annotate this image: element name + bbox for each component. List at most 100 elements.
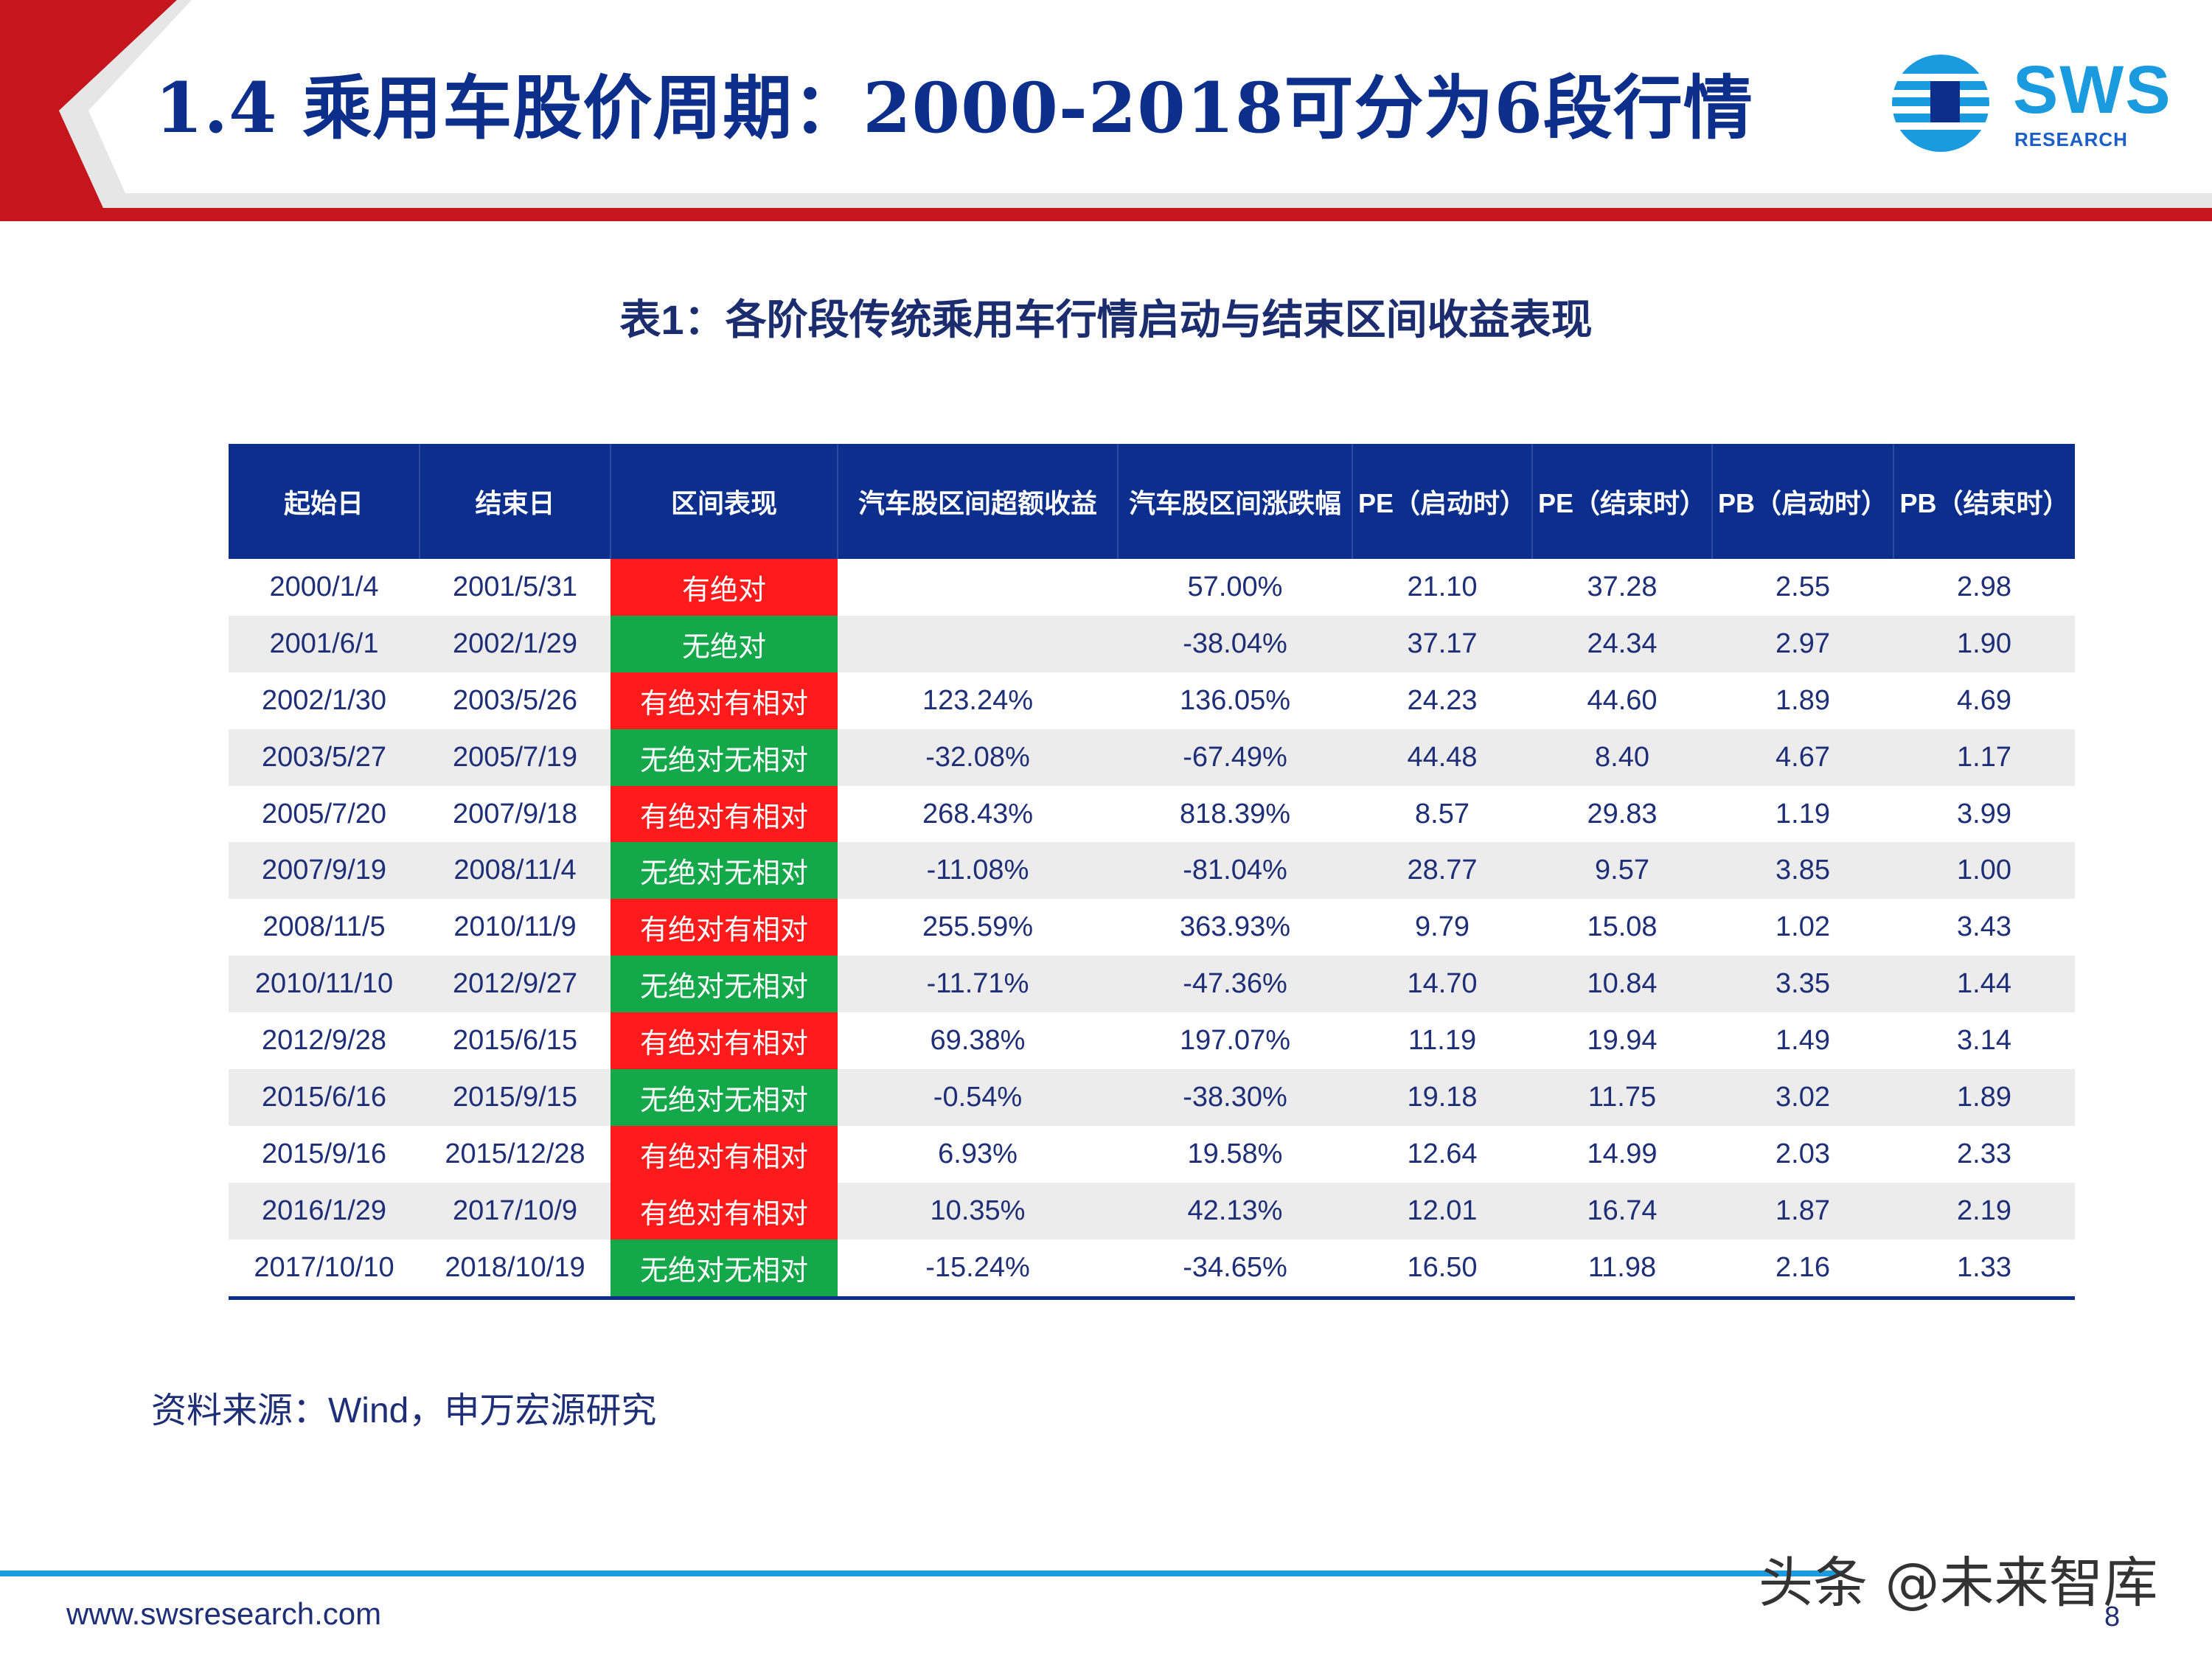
performance-status-badge: 有绝对有相对 bbox=[611, 1012, 838, 1070]
start-date-cell: 2017/10/10 bbox=[229, 1239, 420, 1300]
pb-start-cell: 1.89 bbox=[1775, 684, 1830, 716]
pb-start-cell: 2.55 bbox=[1775, 571, 1830, 602]
table-row: 2015/9/16 2015/12/28 有绝对有相对 6.93% 19.58% 12.6… bbox=[229, 1125, 2075, 1183]
pe-end-cell: 11.98 bbox=[1532, 1239, 1712, 1300]
excess-return-cell: 255.59% bbox=[922, 911, 1033, 943]
table-row: 2017/10/10 2018/10/19 无绝对无相对 -15.24% -34.65%… bbox=[229, 1239, 2075, 1300]
pe-end-cell: 24.34 bbox=[1532, 615, 1712, 672]
end-date-cell: 2001/5/31 bbox=[452, 571, 578, 602]
performance-status-badge: 无绝对无相对 bbox=[611, 842, 838, 900]
pb-start-cell: 3.02 bbox=[1712, 1069, 1893, 1126]
start-date-cell: 2008/11/5 bbox=[262, 911, 386, 943]
pe-start-cell: 19.18 bbox=[1352, 1069, 1532, 1126]
pe-start-cell: 14.70 bbox=[1352, 956, 1532, 1013]
excess-return-cell: 10.35% bbox=[838, 1182, 1118, 1239]
excess-return-cell: -15.24% bbox=[838, 1239, 1118, 1300]
table-row: 2002/1/30 2003/5/26 有绝对有相对 123.24% 136.05% 24… bbox=[229, 672, 2075, 729]
end-date-cell: 2015/9/15 bbox=[420, 1069, 611, 1126]
start-date-cell: 2002/1/30 bbox=[261, 684, 387, 716]
performance-status-badge: 有绝对 bbox=[611, 559, 838, 616]
pe-start-cell: 28.77 bbox=[1352, 842, 1532, 900]
end-date-cell: 2012/9/27 bbox=[420, 956, 611, 1013]
start-date-cell: 2001/6/1 bbox=[229, 615, 420, 672]
start-date-cell: 2003/5/27 bbox=[229, 728, 420, 786]
excess-return-cell bbox=[838, 559, 1118, 616]
pb-end-cell: 2.33 bbox=[1957, 1138, 2011, 1169]
pb-start-cell: 2.16 bbox=[1712, 1239, 1893, 1300]
table-row: 2010/11/10 2012/9/27 无绝对无相对 -11.71% -47.36% 1… bbox=[229, 956, 2075, 1013]
pb-end-cell: 3.14 bbox=[1957, 1025, 2011, 1057]
pe-start-cell: 12.64 bbox=[1407, 1138, 1478, 1169]
start-date-cell: 2010/11/10 bbox=[229, 956, 420, 1013]
watermark-text: 头条 @未来智库 bbox=[1759, 1551, 2158, 1615]
table-row: 2003/5/27 2005/7/19 无绝对无相对 -32.08% -67.49% 44… bbox=[229, 728, 2075, 786]
end-date-cell: 2015/12/28 bbox=[445, 1138, 585, 1169]
column-header: 汽车股区间超额收益 bbox=[838, 444, 1119, 559]
price-change-cell: -34.65% bbox=[1118, 1239, 1352, 1300]
pe-start-cell: 24.23 bbox=[1407, 684, 1478, 716]
end-date-cell: 2018/10/19 bbox=[420, 1239, 611, 1300]
pb-start-cell: 1.02 bbox=[1775, 911, 1830, 943]
pb-end-cell: 1.44 bbox=[1893, 956, 2075, 1013]
end-date-cell: 2007/9/18 bbox=[452, 798, 578, 830]
performance-status-badge: 有绝对有相对 bbox=[611, 899, 838, 956]
source-note: 资料来源：Wind，申万宏源研究 bbox=[151, 1391, 657, 1430]
performance-status-badge: 无绝对无相对 bbox=[611, 728, 838, 786]
pe-end-cell: 10.84 bbox=[1532, 956, 1712, 1013]
end-date-cell: 2003/5/26 bbox=[452, 684, 578, 716]
start-date-cell: 2005/7/20 bbox=[261, 798, 387, 830]
column-header: 起始日 bbox=[229, 444, 420, 559]
table-row: 2001/6/1 2002/1/29 无绝对 -38.04% 37.17 24.34 2.9… bbox=[229, 615, 2075, 672]
excess-return-cell: -11.08% bbox=[838, 842, 1118, 900]
price-change-cell: 197.07% bbox=[1179, 1025, 1290, 1057]
price-change-cell: -81.04% bbox=[1118, 842, 1352, 900]
performance-status-badge: 无绝对 bbox=[611, 615, 838, 672]
column-header: PB（结束时） bbox=[1893, 444, 2075, 559]
excess-return-cell: 123.24% bbox=[922, 684, 1033, 716]
pb-end-cell: 2.19 bbox=[1893, 1182, 2075, 1239]
price-change-cell: 136.05% bbox=[1179, 684, 1290, 716]
start-date-cell: 2016/1/29 bbox=[229, 1182, 420, 1239]
end-date-cell: 2010/11/9 bbox=[453, 911, 577, 943]
table-row: 2016/1/29 2017/10/9 有绝对有相对 10.35% 42.13% 12.0… bbox=[229, 1182, 2075, 1239]
price-change-cell: -38.30% bbox=[1118, 1069, 1352, 1126]
pe-end-cell: 37.28 bbox=[1587, 571, 1658, 602]
pe-start-cell: 8.57 bbox=[1415, 798, 1470, 830]
pe-end-cell: 14.99 bbox=[1587, 1138, 1658, 1169]
performance-status-badge: 有绝对有相对 bbox=[611, 785, 838, 843]
column-header: PE（结束时） bbox=[1532, 444, 1713, 559]
end-date-cell: 2015/6/15 bbox=[452, 1025, 578, 1057]
price-change-cell: 818.39% bbox=[1179, 798, 1290, 830]
pb-end-cell: 1.17 bbox=[1893, 728, 2075, 786]
pb-start-cell: 1.19 bbox=[1775, 798, 1830, 830]
table-caption: 表1：各阶段传统乘用车行情启动与结束区间收益表现 bbox=[619, 296, 1593, 343]
excess-return-cell bbox=[838, 615, 1118, 672]
returns-table: 起始日 结束日 区间表现 汽车股区间超额收益 汽车股区间涨跌幅 PE（启动时） … bbox=[229, 444, 2075, 1300]
pb-end-cell: 1.89 bbox=[1893, 1069, 2075, 1126]
pe-end-cell: 29.83 bbox=[1587, 798, 1658, 830]
excess-return-cell: -32.08% bbox=[838, 728, 1118, 786]
start-date-cell: 2015/6/16 bbox=[229, 1069, 420, 1126]
table-row: 2008/11/5 2010/11/9 有绝对有相对 255.59% 363.93% 9.… bbox=[229, 899, 2075, 956]
end-date-cell: 2017/10/9 bbox=[420, 1182, 611, 1239]
pe-end-cell: 16.74 bbox=[1532, 1182, 1712, 1239]
excess-return-cell: -11.71% bbox=[838, 956, 1118, 1013]
pe-end-cell: 9.57 bbox=[1532, 842, 1712, 900]
pe-end-cell: 15.08 bbox=[1587, 911, 1658, 943]
end-date-cell: 2002/1/29 bbox=[420, 615, 611, 672]
performance-status-badge: 无绝对无相对 bbox=[611, 1069, 838, 1126]
start-date-cell: 2000/1/4 bbox=[269, 571, 379, 602]
pb-end-cell: 1.33 bbox=[1893, 1239, 2075, 1300]
end-date-cell: 2005/7/19 bbox=[420, 728, 611, 786]
price-change-cell: 19.58% bbox=[1187, 1138, 1283, 1169]
performance-status-badge: 有绝对有相对 bbox=[611, 672, 838, 729]
price-change-cell: 42.13% bbox=[1118, 1182, 1352, 1239]
pe-start-cell: 16.50 bbox=[1352, 1239, 1532, 1300]
pb-end-cell: 3.99 bbox=[1957, 798, 2011, 830]
pb-start-cell: 1.49 bbox=[1775, 1025, 1830, 1057]
logo-wordmark: SWS bbox=[2013, 52, 2172, 128]
price-change-cell: -67.49% bbox=[1118, 728, 1352, 786]
column-header: PB（启动时） bbox=[1712, 444, 1894, 559]
pb-end-cell: 2.98 bbox=[1957, 571, 2011, 602]
footer-url: www.swsresearch.com bbox=[66, 1596, 382, 1631]
